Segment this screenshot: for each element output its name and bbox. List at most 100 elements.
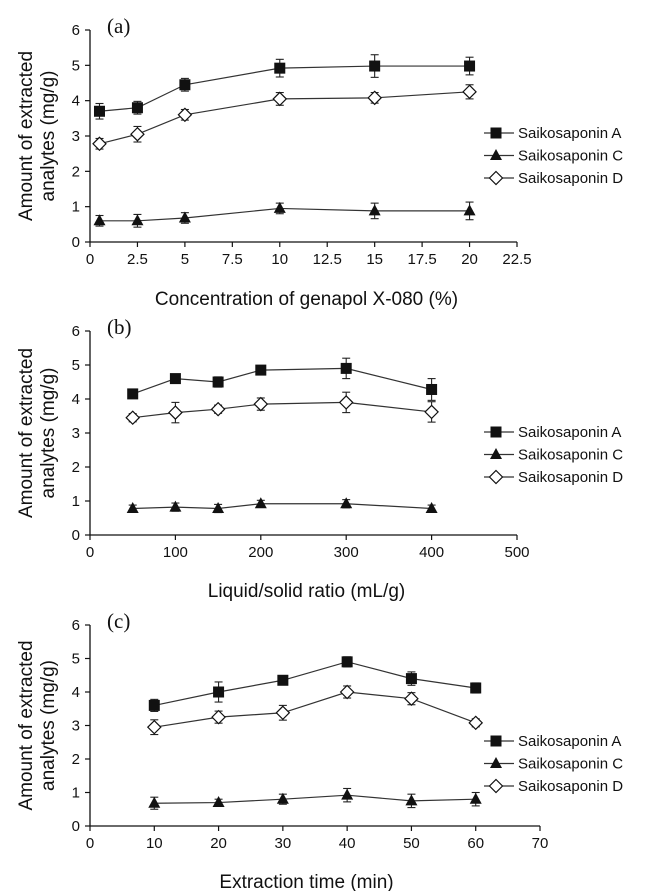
legend-label: Saikosaponin A (518, 424, 621, 441)
series-saikosaponin-d (92, 84, 477, 152)
y-tick-label: 1 (72, 493, 80, 510)
data-point (168, 405, 183, 420)
y-axis-title-line: analytes (mg/g) (38, 660, 59, 791)
data-point (469, 792, 482, 804)
data-point (462, 84, 477, 100)
chart-panel-1: 0 1 2 3 4 5 6 0 2.5 5 7.5 10 12.5 15 17.5 20 22.5 (a) Conc… (16, 14, 623, 310)
y-tick-label: 5 (72, 651, 80, 668)
data-point (213, 686, 225, 698)
data-point (127, 388, 139, 400)
y-axis-title: Amount of extractedanalytes (mg/g) (16, 51, 59, 221)
y-tick-label: 0 (72, 818, 80, 835)
legend-marker (490, 149, 502, 160)
data-point (405, 794, 418, 806)
y-tick-label: 2 (72, 751, 80, 768)
chart-panel-2: 0 1 2 3 4 5 6 0 100 200 300 400 500 (b) Liquid/solid r… (16, 315, 623, 602)
y-axis-title-line: Amount of extracted (16, 348, 37, 518)
x-tick-label: 10 (271, 251, 288, 268)
x-axis-title: Extraction time (min) (219, 872, 393, 891)
panel-label: (c) (107, 609, 130, 633)
y-tick-label: 4 (72, 391, 80, 408)
y-tick-label: 0 (72, 234, 80, 251)
data-point (212, 501, 225, 513)
y-tick-label: 2 (72, 459, 80, 476)
series-saikosaponin-a (93, 54, 476, 120)
x-tick-label: 0 (86, 544, 94, 561)
y-tick-label: 3 (72, 425, 80, 442)
panel-label: (a) (107, 14, 130, 38)
x-tick-label: 50 (403, 835, 420, 852)
x-tick-label: 2.5 (127, 251, 148, 268)
data-point (125, 410, 141, 426)
series-saikosaponin-a (127, 357, 438, 401)
data-point (369, 60, 381, 72)
x-tick-label: 17.5 (408, 251, 437, 268)
data-point (340, 497, 353, 509)
y-tick-label: 0 (72, 527, 80, 544)
y-tick-label: 5 (72, 357, 80, 374)
y-tick-label: 5 (72, 57, 80, 74)
series-saikosaponin-c (126, 497, 438, 514)
legend-label: Saikosaponin C (518, 447, 623, 464)
data-point (148, 699, 160, 711)
legend-marker (490, 426, 502, 438)
data-point (426, 383, 438, 395)
data-point (424, 404, 439, 420)
data-point (273, 201, 286, 213)
y-tick-label: 4 (72, 93, 80, 110)
x-tick-label: 12.5 (313, 251, 342, 268)
x-tick-label: 60 (467, 835, 484, 852)
series-line (154, 691, 476, 728)
legend-marker (490, 127, 502, 139)
x-tick-label: 7.5 (222, 251, 243, 268)
legend-marker (490, 757, 502, 768)
data-point (253, 396, 269, 412)
data-point (338, 395, 354, 410)
series-line (99, 207, 470, 222)
x-tick-label: 10 (146, 835, 163, 852)
panel-label: (b) (107, 315, 132, 339)
x-tick-label: 200 (248, 544, 273, 561)
data-point (367, 90, 383, 106)
series-line (99, 65, 470, 112)
data-point (463, 204, 476, 216)
y-axis-title: Amount of extractedanalytes (mg/g) (16, 348, 59, 518)
series-saikosaponin-c (93, 201, 476, 228)
data-point (341, 656, 353, 668)
data-point (92, 136, 107, 152)
y-tick-label: 6 (72, 323, 80, 340)
series-saikosaponin-c (148, 787, 482, 810)
x-tick-label: 30 (275, 835, 292, 852)
y-tick-label: 3 (72, 128, 80, 145)
data-point (177, 107, 193, 123)
legend: Saikosaponin A Saikosaponin C Saikosaponin… (484, 424, 623, 486)
data-point (93, 214, 106, 226)
legend-label: Saikosaponin D (518, 778, 623, 795)
data-point (179, 79, 191, 91)
legend: Saikosaponin A Saikosaponin C Saikosaponin… (484, 125, 623, 187)
y-tick-label: 4 (72, 684, 80, 701)
data-point (470, 682, 482, 694)
data-point (131, 214, 144, 226)
series-line (154, 794, 476, 804)
y-axis-title-line: Amount of extracted (16, 640, 37, 810)
legend-marker (488, 469, 504, 485)
data-point (146, 719, 162, 735)
y-tick-label: 6 (72, 617, 80, 634)
x-tick-label: 40 (339, 835, 356, 852)
data-point (126, 501, 139, 513)
legend: Saikosaponin A Saikosaponin C Saikosaponin… (484, 733, 623, 795)
data-point (130, 126, 145, 142)
data-point (340, 362, 352, 374)
data-point (275, 705, 291, 721)
x-tick-label: 0 (86, 251, 94, 268)
y-axis-title: Amount of extractedanalytes (mg/g) (16, 640, 59, 810)
series-saikosaponin-d (125, 391, 439, 426)
data-point (169, 373, 181, 385)
legend-label: Saikosaponin A (518, 733, 621, 750)
data-point (272, 91, 288, 107)
series-line (132, 503, 432, 510)
data-point (148, 796, 161, 808)
y-tick-label: 2 (72, 163, 80, 180)
